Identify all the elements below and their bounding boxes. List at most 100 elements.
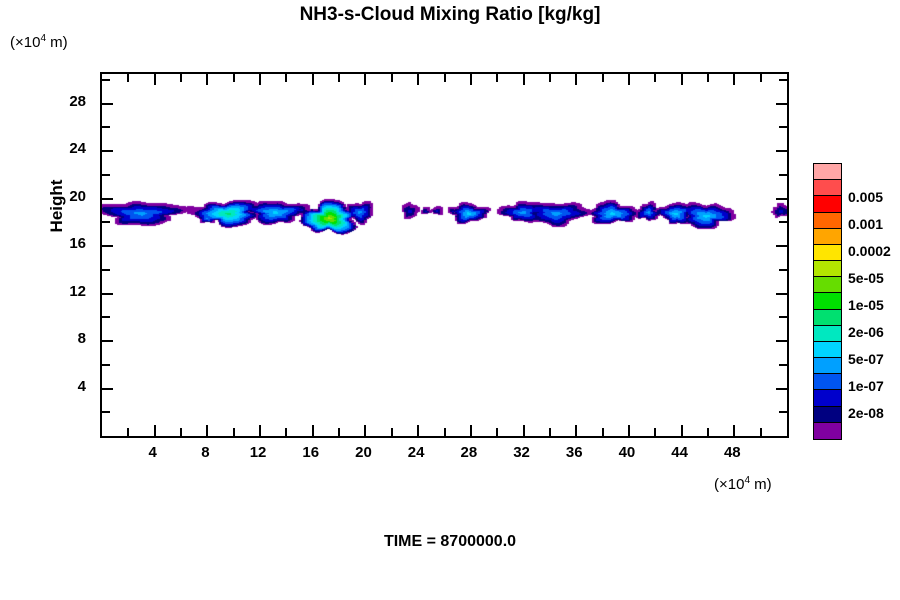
y-tick-4 xyxy=(102,387,113,390)
x-unit-suffix: m) xyxy=(750,476,772,493)
colorbar-band-7 xyxy=(814,277,841,294)
y-tick-30 xyxy=(102,78,110,81)
x-tick-20 xyxy=(364,425,367,436)
x-tick-38 xyxy=(601,428,604,436)
x-tick-top-42 xyxy=(654,74,657,82)
x-tick-top-40 xyxy=(627,74,630,85)
colorbar-label-2e-06: 2e-06 xyxy=(848,323,884,340)
x-unit-prefix: (×10 xyxy=(714,476,745,493)
x-tick-top-18 xyxy=(338,74,341,82)
y-tick-22 xyxy=(102,173,110,176)
colorbar-label-1e-07: 1e-07 xyxy=(848,377,884,394)
contour-plot-canvas xyxy=(102,74,787,436)
y-tick-6 xyxy=(102,363,110,366)
colorbar-label-5e-05: 5e-05 xyxy=(848,269,884,286)
y-tick-right-26 xyxy=(779,126,787,129)
y-unit-suffix: m) xyxy=(46,34,68,51)
x-tick-top-36 xyxy=(575,74,578,85)
x-tick-2 xyxy=(127,428,130,436)
x-tick-label-12: 12 xyxy=(249,444,267,461)
x-tick-top-4 xyxy=(153,74,156,85)
x-tick-48 xyxy=(733,425,736,436)
x-tick-top-34 xyxy=(548,74,551,82)
x-tick-label-8: 8 xyxy=(201,444,210,461)
y-tick-label-8: 8 xyxy=(77,330,86,348)
x-tick-top-30 xyxy=(496,74,499,82)
x-tick-14 xyxy=(285,428,288,436)
x-tick-24 xyxy=(417,425,420,436)
x-tick-top-50 xyxy=(759,74,762,82)
x-tick-top-10 xyxy=(232,74,235,82)
colorbar-band-10 xyxy=(814,325,841,342)
x-tick-label-32: 32 xyxy=(513,444,530,461)
colorbar-label-0.0002: 0.0002 xyxy=(848,242,891,259)
y-tick-18 xyxy=(102,221,110,224)
x-tick-32 xyxy=(522,425,525,436)
colorbar-band-3 xyxy=(814,212,841,229)
y-tick-right-18 xyxy=(779,221,787,224)
x-unit-exponent: 4 xyxy=(744,475,751,486)
y-tick-2 xyxy=(102,411,110,414)
x-tick-top-38 xyxy=(601,74,604,82)
colorbar-band-2 xyxy=(814,196,841,213)
x-tick-top-28 xyxy=(469,74,472,85)
colorbar-band-0 xyxy=(814,164,841,181)
x-axis-unit-label: (×104 m) xyxy=(714,475,772,493)
y-tick-label-20: 20 xyxy=(69,187,86,205)
colorbar xyxy=(813,163,842,440)
x-tick-36 xyxy=(575,425,578,436)
colorbar-band-11 xyxy=(814,341,841,359)
x-tick-22 xyxy=(390,428,393,436)
colorbar-band-8 xyxy=(814,293,841,310)
y-tick-10 xyxy=(102,316,110,319)
y-tick-16 xyxy=(102,245,113,248)
y-tick-right-30 xyxy=(779,78,787,81)
x-tick-top-16 xyxy=(311,74,314,85)
x-tick-46 xyxy=(706,428,709,436)
colorbar-label-5e-07: 5e-07 xyxy=(848,350,884,367)
y-tick-right-12 xyxy=(776,292,787,295)
x-tick-top-12 xyxy=(259,74,262,85)
x-tick-10 xyxy=(232,428,235,436)
colorbar-band-5 xyxy=(814,244,841,262)
y-tick-label-16: 16 xyxy=(69,235,86,253)
colorbar-band-4 xyxy=(814,228,841,245)
x-tick-label-16: 16 xyxy=(302,444,320,461)
y-tick-label-12: 12 xyxy=(69,282,86,300)
y-tick-right-28 xyxy=(776,102,787,105)
x-tick-top-44 xyxy=(680,74,683,85)
y-unit-exponent: 4 xyxy=(40,33,47,44)
x-tick-50 xyxy=(759,428,762,436)
y-tick-right-22 xyxy=(779,173,787,176)
y-tick-28 xyxy=(102,102,113,105)
y-tick-14 xyxy=(102,268,110,271)
x-tick-8 xyxy=(206,425,209,436)
x-tick-top-46 xyxy=(706,74,709,82)
x-tick-top-20 xyxy=(364,74,367,85)
y-tick-20 xyxy=(102,197,113,200)
x-tick-28 xyxy=(469,425,472,436)
y-tick-right-16 xyxy=(776,245,787,248)
y-tick-26 xyxy=(102,126,110,129)
y-tick-label-24: 24 xyxy=(69,140,86,158)
colorbar-label-0.005: 0.005 xyxy=(848,188,884,205)
x-tick-label-28: 28 xyxy=(460,444,478,461)
x-tick-42 xyxy=(654,428,657,436)
x-tick-6 xyxy=(180,428,183,436)
colorbar-band-9 xyxy=(814,309,841,326)
x-tick-top-24 xyxy=(417,74,420,85)
x-tick-top-32 xyxy=(522,74,525,85)
y-tick-8 xyxy=(102,340,113,343)
x-tick-26 xyxy=(443,428,446,436)
x-tick-4 xyxy=(153,425,156,436)
colorbar-label-2e-08: 2e-08 xyxy=(848,404,884,421)
colorbar-label-1e-05: 1e-05 xyxy=(848,296,884,313)
y-tick-right-8 xyxy=(776,340,787,343)
colorbar-band-15 xyxy=(814,406,841,423)
plot-frame xyxy=(100,72,789,438)
y-tick-label-28: 28 xyxy=(69,92,86,110)
colorbar-band-13 xyxy=(814,374,841,391)
page-title: NH3-s-Cloud Mixing Ratio [kg/kg] xyxy=(299,4,601,25)
y-tick-right-14 xyxy=(779,268,787,271)
